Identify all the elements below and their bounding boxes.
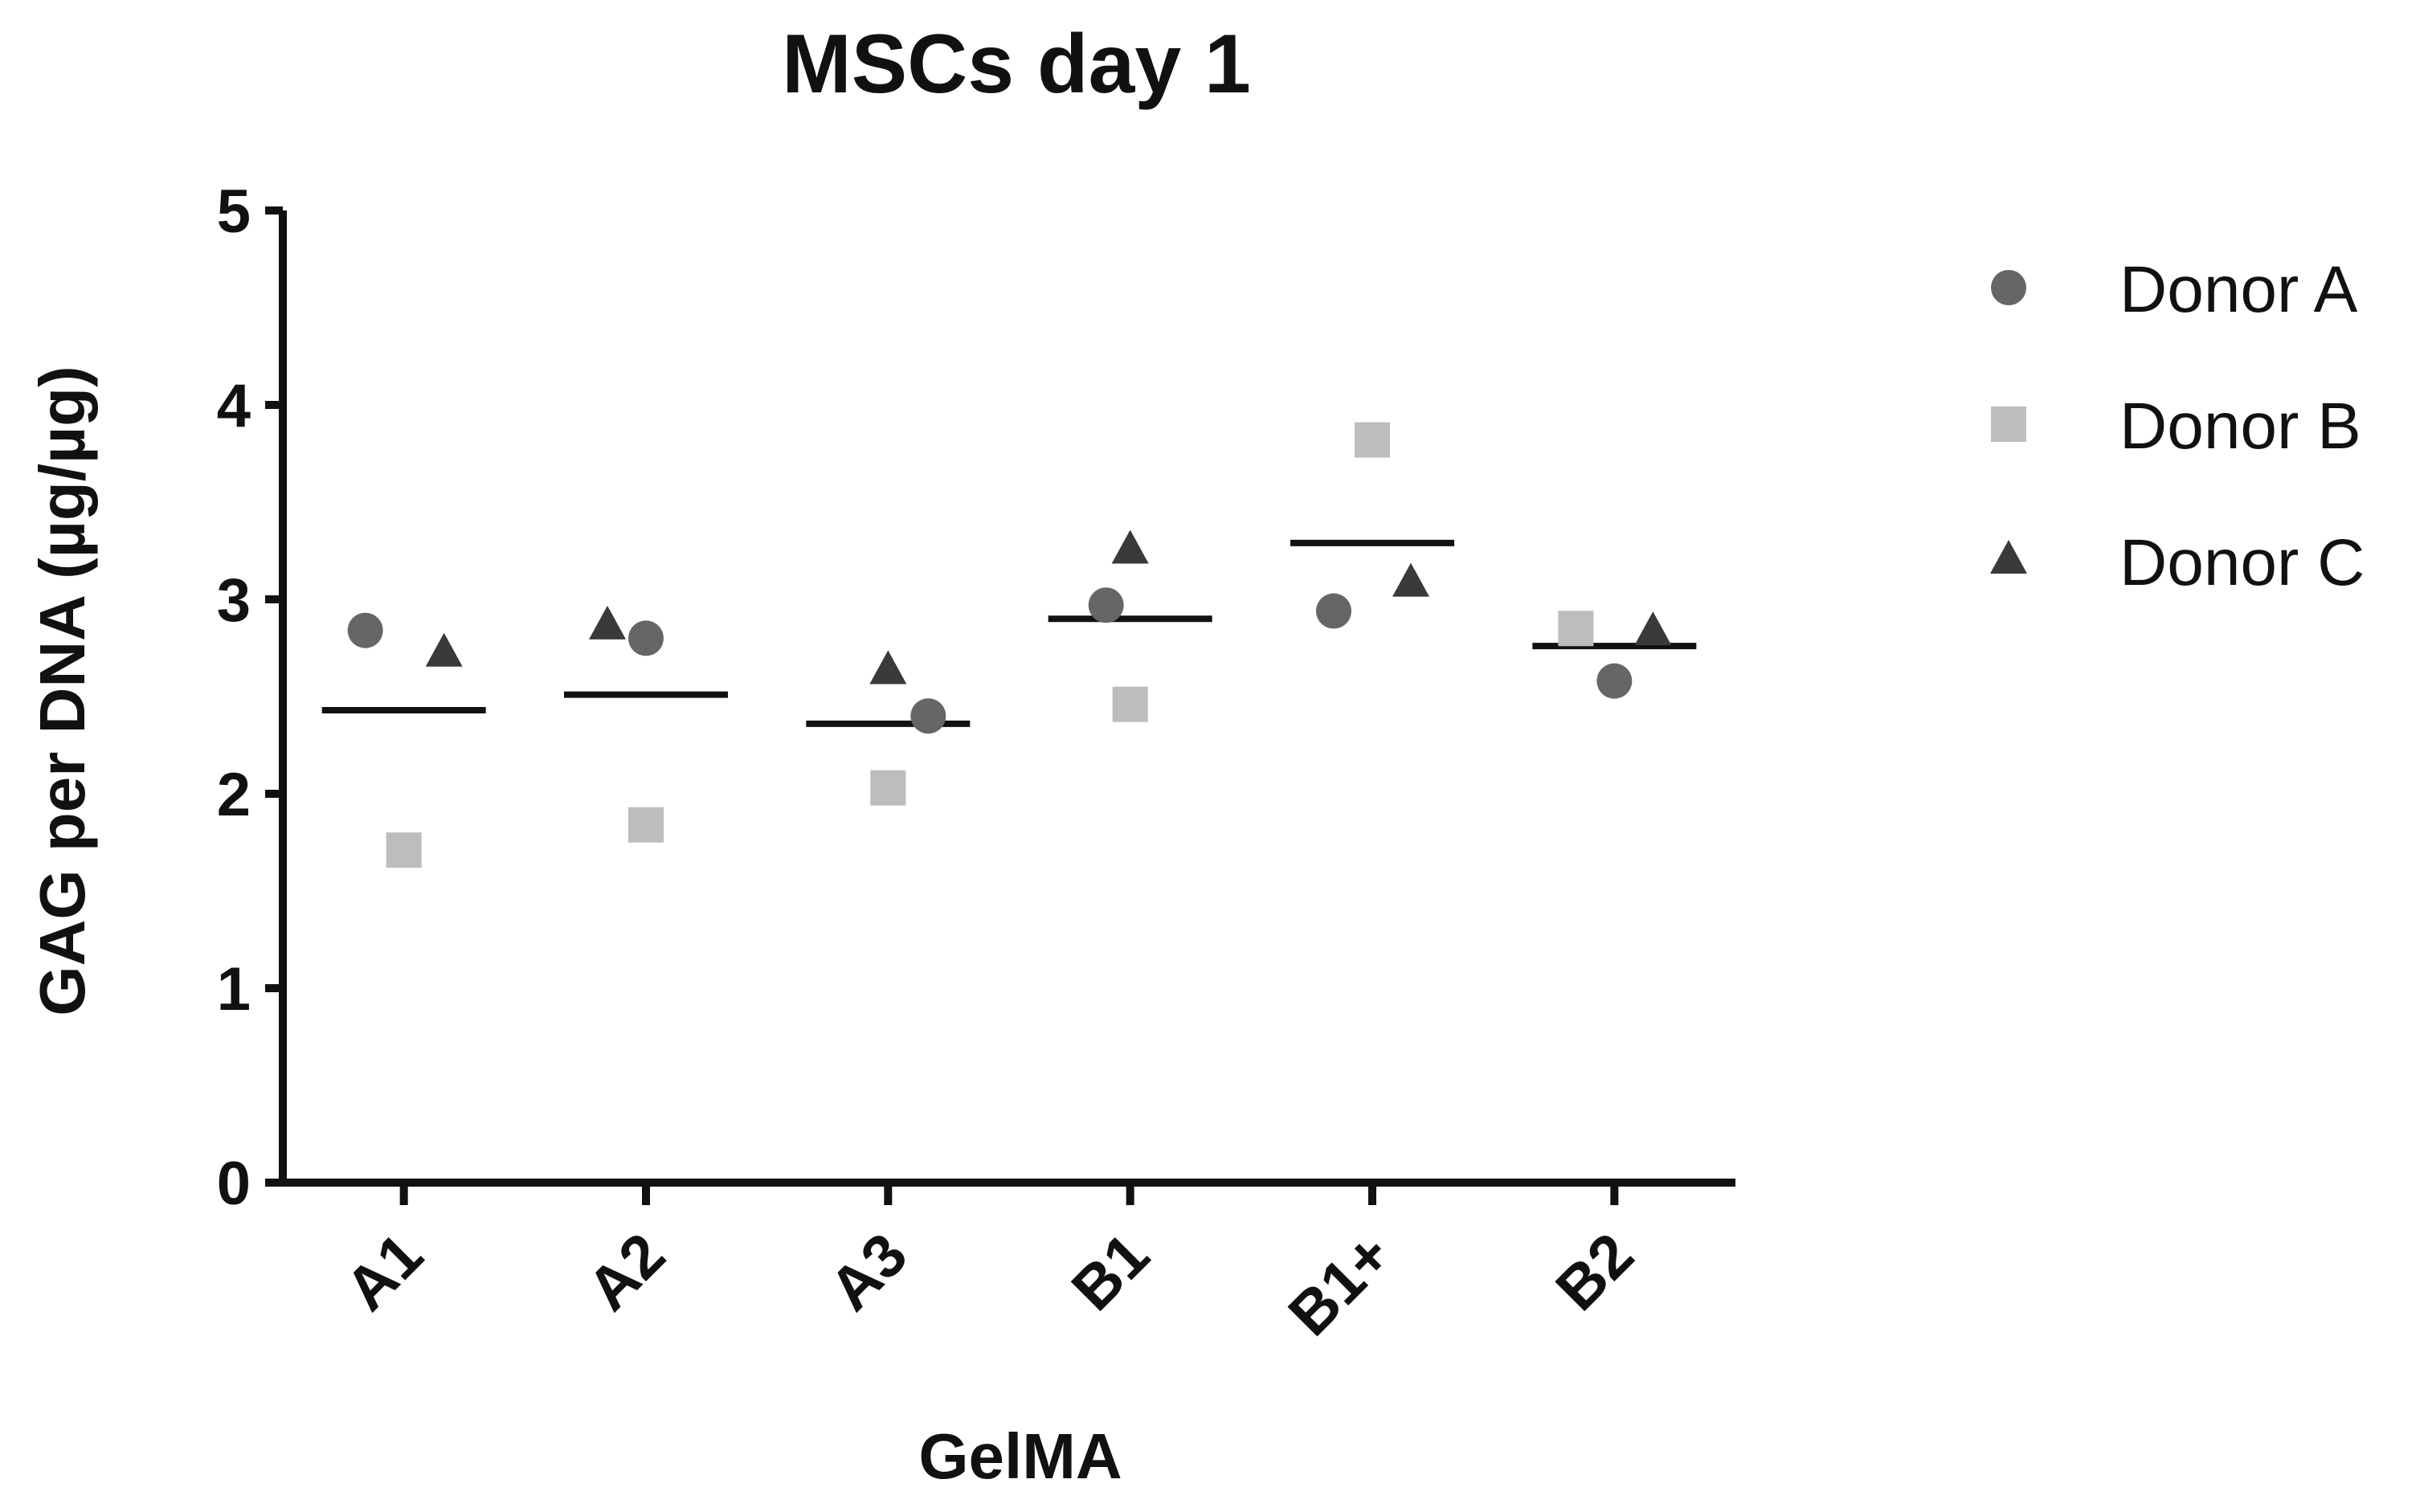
data-points	[347, 422, 1672, 868]
data-point-donor-b	[1355, 422, 1390, 458]
data-point-donor-b	[870, 770, 906, 806]
x-tick-label: A2	[574, 1220, 678, 1324]
y-tick-label: 5	[217, 178, 251, 246]
data-point-donor-a	[628, 620, 664, 656]
data-point-donor-a	[347, 612, 383, 648]
data-point-donor-b	[628, 807, 664, 843]
data-point-donor-c	[425, 632, 463, 667]
data-point-donor-c	[1392, 562, 1429, 597]
y-axis-label: GAG per DNA (µg/µg)	[27, 366, 98, 1015]
axes	[279, 210, 1735, 1187]
x-tick-label: B1	[1059, 1220, 1163, 1324]
legend-label: Donor A	[2119, 253, 2358, 326]
data-point-donor-a	[1088, 587, 1124, 623]
x-tick-group: A1 A2 A3 B1 B1+ B2	[333, 1183, 1646, 1349]
data-point-donor-c	[1111, 529, 1149, 564]
x-tick-label: A3	[817, 1220, 921, 1324]
data-point-donor-a	[1316, 593, 1351, 629]
legend: Donor A Donor B Donor C	[1990, 253, 2365, 599]
x-tick-label: B2	[1543, 1220, 1647, 1324]
y-tick-group: 0 1 2 3 4 5	[217, 178, 283, 1218]
data-point-donor-c	[1634, 611, 1672, 646]
data-point-donor-b	[386, 832, 422, 868]
x-axis-label: GelMA	[918, 1420, 1122, 1492]
y-tick-label: 0	[217, 1150, 251, 1218]
legend-label: Donor C	[2119, 526, 2365, 599]
data-point-donor-a	[910, 698, 946, 734]
y-tick-label: 2	[217, 761, 251, 829]
legend-marker	[1991, 407, 2026, 442]
x-tick-label: A1	[333, 1220, 436, 1324]
mean-lines	[321, 539, 1697, 727]
x-tick-label: B1+	[1276, 1220, 1404, 1349]
data-point-donor-b	[1112, 686, 1148, 722]
data-point-donor-b	[1558, 611, 1594, 647]
y-tick-label: 3	[217, 566, 251, 635]
y-tick-label: 1	[217, 955, 251, 1024]
data-point-donor-c	[589, 605, 626, 640]
y-tick-label: 4	[217, 372, 251, 440]
data-point-donor-a	[1596, 663, 1633, 699]
legend-label: Donor B	[2119, 390, 2361, 463]
chart-title: MSCs day 1	[782, 18, 1251, 111]
data-point-donor-c	[869, 650, 907, 684]
legend-marker	[1990, 539, 2027, 574]
legend-marker	[1991, 270, 2026, 305]
